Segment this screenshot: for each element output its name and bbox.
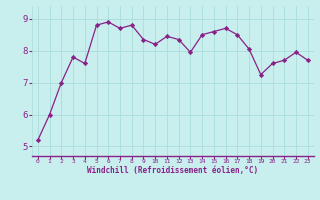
- X-axis label: Windchill (Refroidissement éolien,°C): Windchill (Refroidissement éolien,°C): [87, 166, 258, 175]
